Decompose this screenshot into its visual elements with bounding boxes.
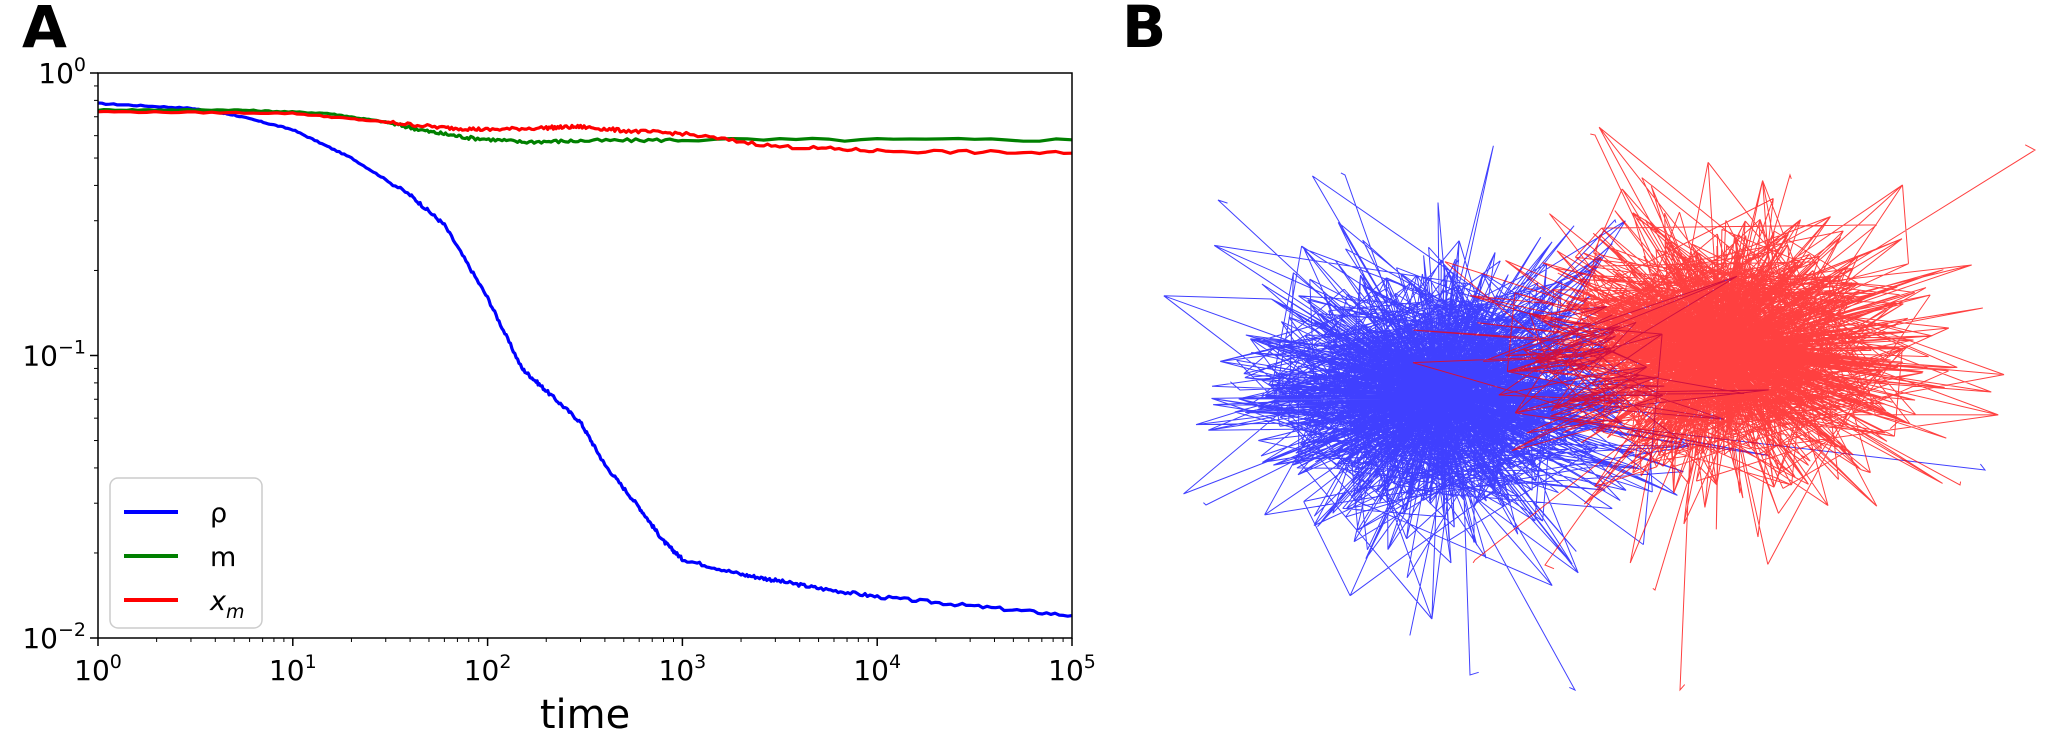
legend-label-xm-base: x (209, 586, 227, 617)
series-layer (97, 101, 1073, 618)
series-line-0 (97, 101, 1073, 618)
x-tick-label: 102 (464, 651, 512, 687)
legend-label-rho: ρ (210, 498, 227, 529)
legend-box (109, 477, 263, 629)
x-tick-base: 10 (269, 654, 305, 687)
x-tick-base: 10 (464, 654, 500, 687)
x-tick-label: 105 (1048, 651, 1096, 687)
x-tick-exponent: 0 (110, 651, 122, 673)
y-tick-base: 10 (22, 340, 58, 373)
series-line-2 (97, 109, 1073, 156)
x-tick-base: 10 (1048, 654, 1084, 687)
network-community-red (1412, 126, 2037, 692)
x-tick-base: 10 (853, 654, 889, 687)
network-edges (1412, 126, 2037, 692)
x-tick-label: 101 (269, 651, 317, 687)
x-tick-base: 10 (74, 654, 110, 687)
y-tick-label: 10−1 (22, 337, 86, 373)
y-tick-base: 10 (38, 57, 74, 90)
x-axis-title: time (540, 692, 630, 738)
x-tick-label: 103 (659, 651, 707, 687)
y-tick-label: 10−2 (22, 619, 86, 655)
y-tick-base: 10 (22, 622, 58, 655)
legend-label-xm-sub: m (226, 601, 245, 623)
y-tick-exponent: 0 (74, 54, 86, 76)
legend-label-xm: xm (209, 586, 245, 623)
network-graph (1163, 126, 2037, 692)
x-tick-exponent: 5 (1084, 651, 1096, 673)
y-tick-label: 100 (38, 54, 86, 90)
legend-label-m: m (210, 542, 236, 573)
x-tick-exponent: 1 (305, 651, 317, 673)
x-tick-exponent: 4 (889, 651, 901, 673)
network-edges (1163, 145, 1987, 692)
legend: ρ m xm (109, 477, 263, 629)
x-tick-exponent: 2 (499, 651, 511, 673)
y-tick-exponent: −1 (58, 337, 86, 359)
panel-a-label: A (22, 0, 67, 61)
y-tick-exponent: −2 (58, 619, 86, 641)
x-tick-label: 104 (853, 651, 901, 687)
x-tick-exponent: 3 (694, 651, 706, 673)
x-tick-base: 10 (659, 654, 695, 687)
panel-b-label: B (1122, 0, 1166, 61)
network-community-blue (1163, 145, 1987, 692)
x-tick-label: 100 (74, 651, 122, 687)
